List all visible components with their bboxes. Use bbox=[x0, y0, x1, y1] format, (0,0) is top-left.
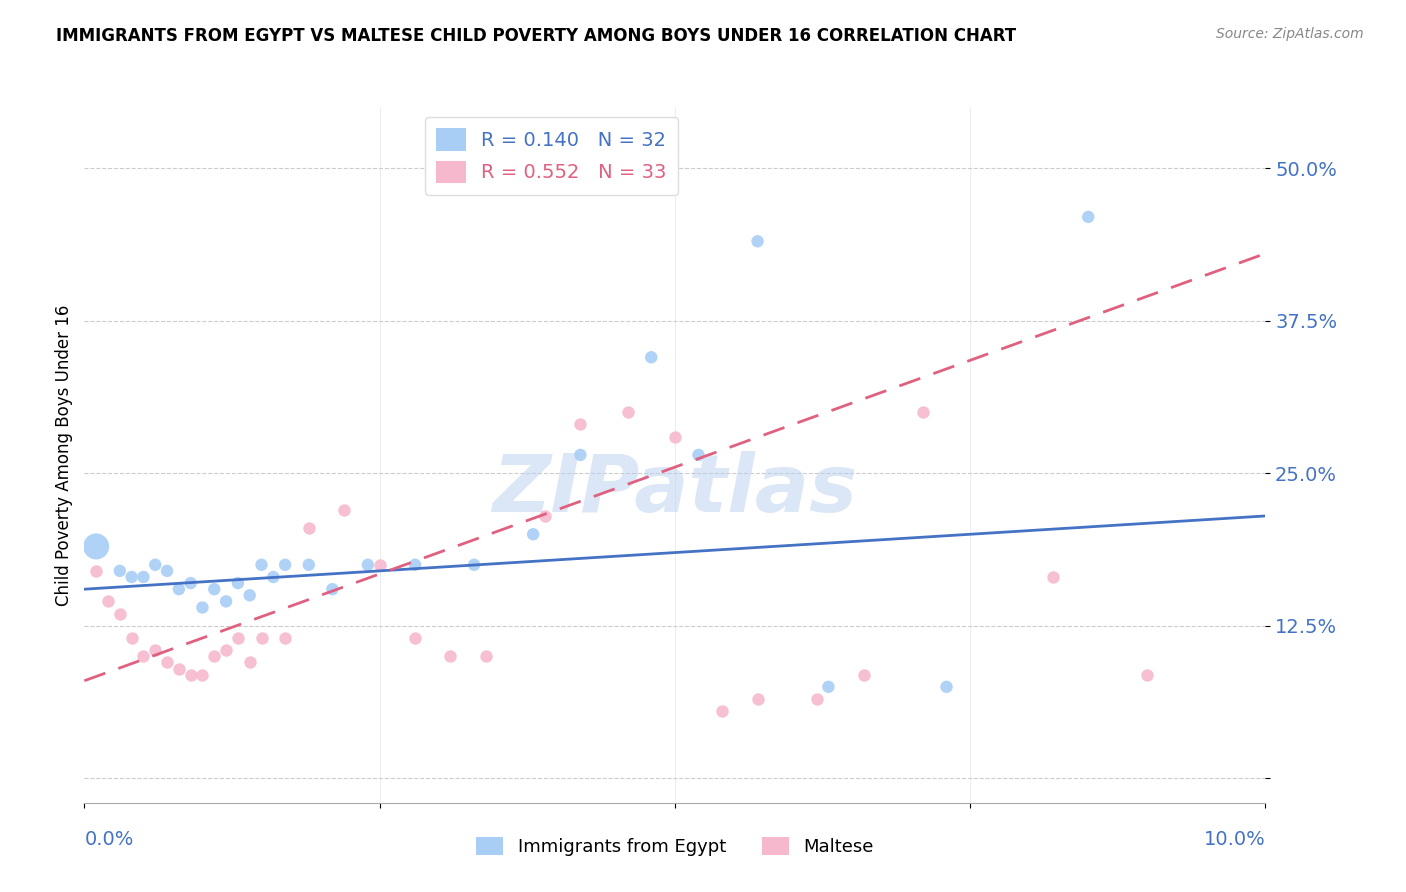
Point bbox=[121, 631, 143, 645]
Point bbox=[121, 570, 143, 584]
Point bbox=[274, 558, 297, 572]
Point bbox=[250, 631, 273, 645]
Point bbox=[250, 558, 273, 572]
Point bbox=[404, 631, 426, 645]
Text: IMMIGRANTS FROM EGYPT VS MALTESE CHILD POVERTY AMONG BOYS UNDER 16 CORRELATION C: IMMIGRANTS FROM EGYPT VS MALTESE CHILD P… bbox=[56, 27, 1017, 45]
Point bbox=[84, 540, 107, 554]
Point bbox=[239, 656, 262, 670]
Point bbox=[239, 588, 262, 602]
Point bbox=[298, 558, 321, 572]
Point bbox=[664, 429, 686, 443]
Point bbox=[156, 656, 179, 670]
Point bbox=[616, 405, 638, 419]
Point bbox=[522, 527, 544, 541]
Point bbox=[439, 649, 461, 664]
Point bbox=[167, 582, 190, 597]
Point bbox=[215, 643, 238, 657]
Point bbox=[569, 448, 592, 462]
Point bbox=[226, 576, 249, 591]
Point bbox=[688, 448, 710, 462]
Point bbox=[215, 594, 238, 608]
Y-axis label: Child Poverty Among Boys Under 16: Child Poverty Among Boys Under 16 bbox=[55, 304, 73, 606]
Point bbox=[143, 558, 166, 572]
Point bbox=[180, 576, 202, 591]
Point bbox=[202, 582, 225, 597]
Point bbox=[404, 558, 426, 572]
Point bbox=[640, 351, 662, 365]
Point bbox=[368, 558, 391, 572]
Point bbox=[202, 649, 225, 664]
Point bbox=[911, 405, 934, 419]
Text: 10.0%: 10.0% bbox=[1204, 830, 1265, 848]
Point bbox=[1042, 570, 1064, 584]
Point bbox=[132, 649, 155, 664]
Text: ZIPatlas: ZIPatlas bbox=[492, 450, 858, 529]
Point bbox=[274, 631, 297, 645]
Point bbox=[569, 417, 592, 432]
Point bbox=[747, 692, 769, 706]
Point bbox=[1136, 667, 1159, 681]
Point bbox=[97, 594, 120, 608]
Point bbox=[463, 558, 485, 572]
Point bbox=[108, 607, 131, 621]
Point bbox=[84, 564, 107, 578]
Point bbox=[817, 680, 839, 694]
Point bbox=[852, 667, 875, 681]
Point bbox=[262, 570, 284, 584]
Point bbox=[298, 521, 321, 535]
Point bbox=[143, 643, 166, 657]
Point bbox=[806, 692, 828, 706]
Point bbox=[132, 570, 155, 584]
Point bbox=[357, 558, 380, 572]
Text: 0.0%: 0.0% bbox=[84, 830, 134, 848]
Point bbox=[333, 503, 356, 517]
Point bbox=[534, 508, 557, 523]
Point bbox=[321, 582, 343, 597]
Point bbox=[167, 661, 190, 675]
Text: Source: ZipAtlas.com: Source: ZipAtlas.com bbox=[1216, 27, 1364, 41]
Point bbox=[108, 564, 131, 578]
Point bbox=[935, 680, 957, 694]
Point bbox=[711, 704, 734, 718]
Point bbox=[191, 600, 214, 615]
Legend: Immigrants from Egypt, Maltese: Immigrants from Egypt, Maltese bbox=[468, 830, 882, 863]
Point bbox=[180, 667, 202, 681]
Point bbox=[747, 235, 769, 249]
Point bbox=[156, 564, 179, 578]
Point bbox=[1077, 210, 1099, 224]
Point bbox=[475, 649, 498, 664]
Point bbox=[226, 631, 249, 645]
Point bbox=[191, 667, 214, 681]
